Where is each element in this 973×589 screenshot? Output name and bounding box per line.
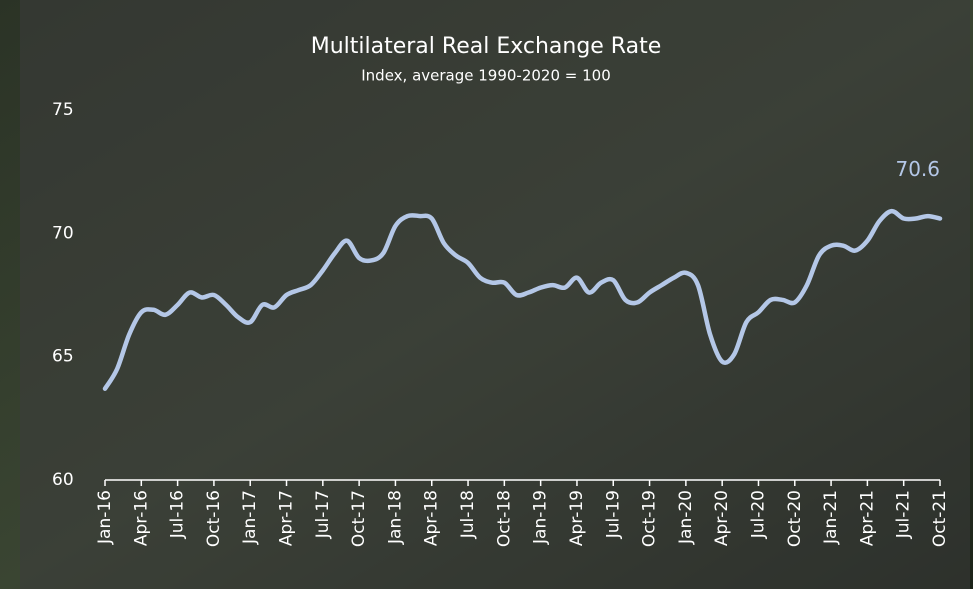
x-tick-label: Jul-21 <box>894 490 914 539</box>
y-tick-label: 70 <box>52 223 74 243</box>
x-tick-label: Oct-20 <box>785 490 805 547</box>
x-tick-label: Oct-19 <box>640 490 660 547</box>
x-tick-label: Apr-21 <box>857 490 877 546</box>
x-tick-label: Jan-21 <box>821 490 841 545</box>
x-tick-label: Oct-17 <box>349 490 369 547</box>
x-tick-label: Oct-18 <box>494 490 514 547</box>
x-tick-label: Apr-16 <box>131 490 151 546</box>
y-tick-label: 75 <box>52 100 74 120</box>
chart-subtitle: Index, average 1990-2020 = 100 <box>361 67 611 85</box>
x-tick-label: Oct-16 <box>204 490 224 547</box>
x-tick-label: Apr-19 <box>567 490 587 546</box>
x-tick-label: Jul-17 <box>313 490 333 539</box>
x-tick-label: Jan-20 <box>676 490 696 545</box>
chart-title: Multilateral Real Exchange Rate <box>311 34 662 59</box>
x-tick-label: Jul-16 <box>168 490 188 539</box>
x-tick-label: Jan-16 <box>95 490 115 545</box>
x-tick-label: Jan-19 <box>531 490 551 545</box>
x-tick-label: Jan-18 <box>385 490 405 545</box>
data-line <box>102 208 943 391</box>
x-tick-label: Apr-17 <box>277 490 297 546</box>
x-tick-label: Oct-21 <box>930 490 950 547</box>
x-tick-label: Apr-18 <box>422 490 442 546</box>
x-tick-label: Jul-19 <box>603 490 623 539</box>
y-tick-label: 65 <box>52 347 74 367</box>
x-tick-label: Apr-20 <box>712 490 732 546</box>
x-tick-label: Jan-17 <box>240 490 260 545</box>
y-tick-label: 60 <box>52 470 74 490</box>
x-tick-label: Jul-18 <box>458 490 478 539</box>
chart-panel <box>20 0 970 589</box>
data-label: 70.6 <box>895 157 940 181</box>
x-tick-label: Jul-20 <box>748 490 768 539</box>
